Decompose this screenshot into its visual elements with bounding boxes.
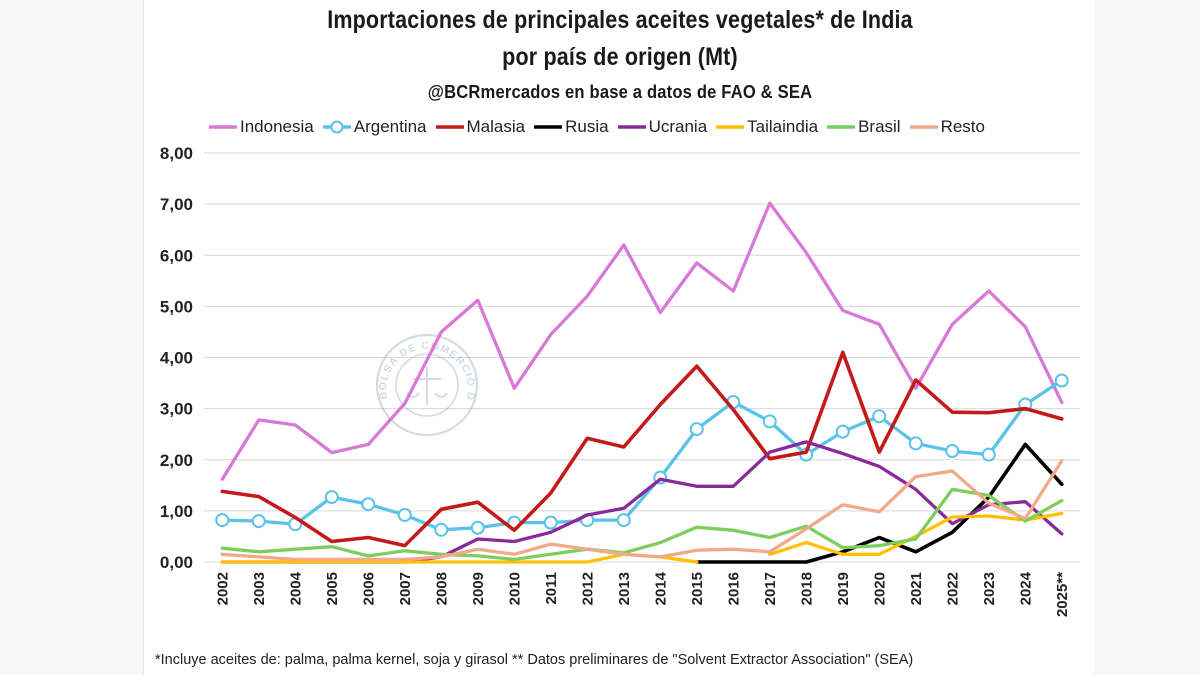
x-tick-label: 2002 [214,572,231,605]
legend-swatch-brasil [827,125,856,129]
y-tick-label: 2,00 [160,451,193,470]
data-point-argentina [543,515,558,530]
legend-label-tailaindia: Tailaindia [747,117,819,136]
data-point-argentina [981,447,996,462]
legend-label-malasia: Malasia [466,117,526,136]
x-tick-label: 2009 [470,572,487,605]
watermark-scales-icon [406,367,448,405]
x-tick-label: 2018 [798,572,815,605]
x-tick-label: 2008 [433,572,450,605]
x-tick-label: 2021 [908,572,925,605]
x-tick-label: 2004 [287,571,304,605]
legend-label-ucrania: Ucrania [648,117,708,136]
legend-label-rusia: Rusia [565,117,609,136]
legend-item-rusia: Rusia [533,117,609,137]
data-point-argentina [397,507,412,522]
series-line-resto [220,459,1064,562]
data-point-argentina [616,513,631,528]
chart-subtitle: @BCRmercados en base a datos de FAO & SE… [427,82,813,102]
legend-swatch-tailaindia [716,125,745,129]
x-tick-label: 2025** [1054,572,1071,617]
chart-title-line2: por país de origen (Mt) [502,43,738,71]
x-tick-label: 2014 [652,571,669,605]
series-line-brasil [220,487,1064,562]
chart-footnote: *Incluye aceites de: palma, palma kernel… [155,652,914,668]
chart-legend: Indonesia Argentina Malasia Rusia Ucrania Tai… [208,116,993,138]
watermark-seal: BOLSA DE COMERCIO DE ROSARIO [0,0,479,437]
legend-swatch-ucrania [617,125,646,129]
data-point-argentina [324,490,339,505]
data-point-argentina [945,444,960,459]
legend-swatch-resto [909,125,938,129]
x-tick-label: 2019 [835,572,852,605]
x-tick-label: 2020 [871,572,888,605]
x-tick-label: 2012 [579,572,596,605]
x-tick-label: 2011 [543,572,560,605]
y-tick-label: 6,00 [160,246,193,265]
x-tick-label: 2010 [506,572,523,605]
data-point-argentina [251,514,266,529]
data-point-argentina [215,513,230,528]
series-line-rusia [695,442,1064,564]
data-point-argentina [762,414,777,429]
x-tick-label: 2003 [251,572,268,605]
y-tick-label: 5,00 [160,297,193,316]
legend-label-indonesia: Indonesia [240,117,314,136]
data-point-argentina [361,497,376,512]
legend-label-argentina: Argentina [353,117,427,136]
x-tick-label: 2023 [981,572,998,605]
legend-item-argentina: Argentina [322,117,427,137]
y-tick-label: 1,00 [160,502,193,521]
right-background-panel [1093,0,1200,675]
chart-title: Importaciones de principales aceites veg… [327,6,913,34]
legend-item-ucrania: Ucrania [617,117,708,137]
x-tick-label: 2007 [397,572,414,605]
data-point-argentina [1054,373,1069,388]
legend-item-resto: Resto [909,117,985,137]
legend-label-resto: Resto [940,117,985,136]
data-point-argentina [470,520,485,535]
x-tick-label: 2013 [616,572,633,605]
data-point-argentina [434,522,449,537]
legend-label-brasil: Brasil [858,117,901,136]
x-tick-label: 2024 [1017,571,1034,605]
data-point-argentina [689,422,704,437]
y-tick-label: 8,00 [160,144,193,163]
left-background-panel [0,0,144,675]
legend-swatch-indonesia [209,125,237,129]
legend-swatch-argentina [322,120,351,134]
series-line-indonesia [220,201,1064,481]
y-tick-label: 0,00 [160,553,193,572]
legend-item-indonesia: Indonesia [208,117,314,137]
data-point-argentina [835,424,850,439]
watermark-text: BOLSA DE COMERCIO DE ROSARIO [0,0,477,402]
watermark-inner-ring [395,353,459,417]
data-point-argentina [908,436,923,451]
legend-item-brasil: Brasil [826,117,901,137]
x-tick-label: 2005 [324,572,341,605]
data-point-argentina [872,409,887,424]
x-tick-label: 2015 [689,572,706,605]
watermark-outer-ring [375,333,479,437]
y-tick-label: 4,00 [160,349,193,368]
x-tick-label: 2006 [360,572,377,605]
legend-item-tailaindia: Tailaindia [715,117,818,137]
legend-item-malasia: Malasia [435,117,526,137]
y-tick-label: 3,00 [160,400,193,419]
legend-swatch-rusia [534,125,563,129]
y-tick-label: 7,00 [160,195,193,214]
x-tick-label: 2017 [762,572,779,605]
x-tick-label: 2016 [725,572,742,605]
series-line-malasia [220,350,1064,548]
x-tick-label: 2022 [944,572,961,605]
legend-swatch-malasia [435,125,464,129]
